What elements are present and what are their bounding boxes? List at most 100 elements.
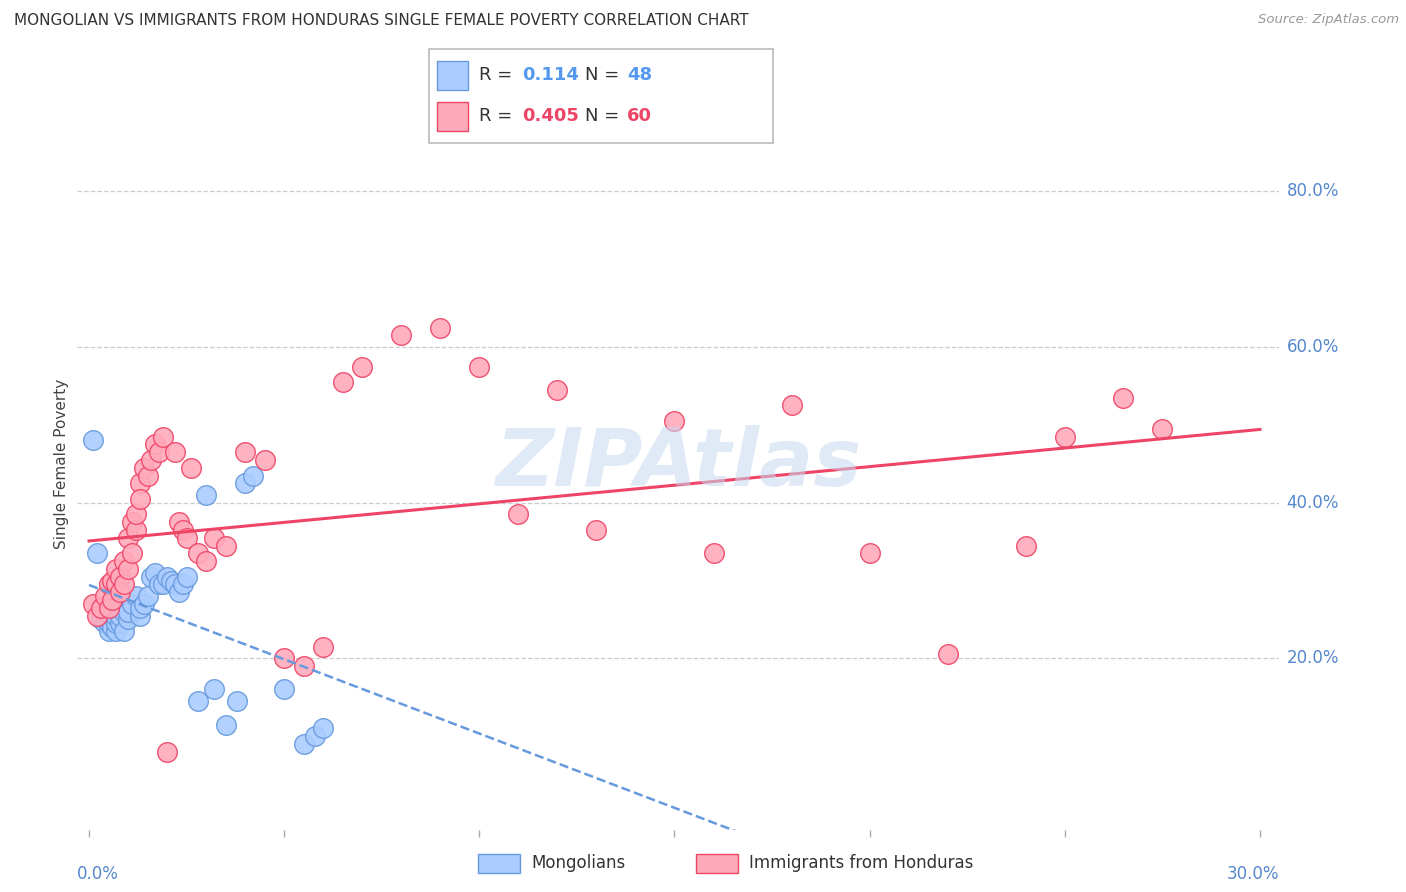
- Text: 60.0%: 60.0%: [1286, 338, 1339, 356]
- Point: [226, 694, 249, 708]
- Point: [112, 577, 135, 591]
- Point: [117, 531, 139, 545]
- Point: [253, 453, 276, 467]
- Text: 30.0%: 30.0%: [1227, 865, 1279, 883]
- Point: [352, 359, 374, 374]
- Point: [117, 562, 139, 576]
- Text: Mongolians: Mongolians: [531, 855, 626, 872]
- Point: [90, 612, 112, 626]
- Point: [156, 745, 179, 759]
- Point: [508, 508, 530, 522]
- Point: [468, 359, 491, 374]
- Point: [332, 375, 354, 389]
- Point: [82, 597, 104, 611]
- Point: [105, 608, 128, 623]
- Point: [112, 605, 135, 619]
- Point: [117, 605, 139, 619]
- Point: [105, 562, 128, 576]
- Point: [195, 554, 218, 568]
- Point: [242, 468, 264, 483]
- Point: [202, 531, 225, 545]
- Point: [145, 566, 167, 580]
- Point: [97, 612, 120, 626]
- Point: [176, 569, 198, 583]
- Point: [86, 608, 108, 623]
- Point: [121, 597, 143, 611]
- Point: [156, 569, 179, 583]
- Point: [125, 523, 148, 537]
- Point: [97, 624, 120, 639]
- Point: [145, 437, 167, 451]
- Point: [101, 608, 124, 623]
- Point: [148, 577, 170, 591]
- Text: 40.0%: 40.0%: [1286, 494, 1339, 512]
- Point: [112, 624, 135, 639]
- Point: [101, 593, 124, 607]
- Point: [136, 589, 159, 603]
- Point: [273, 682, 295, 697]
- Point: [312, 722, 335, 736]
- Point: [936, 648, 959, 662]
- Point: [128, 600, 150, 615]
- Point: [664, 414, 686, 428]
- Point: [90, 600, 112, 615]
- Point: [195, 488, 218, 502]
- Point: [105, 624, 128, 639]
- Text: 60: 60: [627, 108, 652, 126]
- Point: [110, 585, 132, 599]
- Text: 48: 48: [627, 66, 652, 84]
- Point: [1112, 391, 1135, 405]
- Point: [121, 515, 143, 529]
- Point: [125, 589, 148, 603]
- Point: [273, 651, 295, 665]
- Text: MONGOLIAN VS IMMIGRANTS FROM HONDURAS SINGLE FEMALE POVERTY CORRELATION CHART: MONGOLIAN VS IMMIGRANTS FROM HONDURAS SI…: [14, 13, 748, 29]
- Point: [233, 476, 256, 491]
- Point: [132, 597, 155, 611]
- Point: [152, 429, 174, 443]
- Point: [110, 608, 132, 623]
- Point: [172, 577, 194, 591]
- Point: [187, 546, 209, 560]
- Point: [292, 659, 315, 673]
- Point: [233, 445, 256, 459]
- Point: [292, 737, 315, 751]
- Point: [859, 546, 882, 560]
- Text: 0.405: 0.405: [522, 108, 578, 126]
- Point: [93, 616, 115, 631]
- Point: [1053, 429, 1076, 443]
- Point: [110, 569, 132, 583]
- Point: [160, 574, 183, 588]
- Point: [136, 468, 159, 483]
- Point: [304, 729, 326, 743]
- Point: [110, 616, 132, 631]
- Text: 80.0%: 80.0%: [1286, 183, 1339, 201]
- Text: 0.0%: 0.0%: [77, 865, 120, 883]
- Point: [429, 320, 451, 334]
- Point: [90, 608, 112, 623]
- Point: [101, 605, 124, 619]
- Point: [82, 434, 104, 448]
- Point: [112, 554, 135, 568]
- Point: [125, 508, 148, 522]
- Point: [86, 546, 108, 560]
- Point: [389, 328, 412, 343]
- Point: [312, 640, 335, 654]
- Text: 20.0%: 20.0%: [1286, 649, 1339, 667]
- Point: [93, 605, 115, 619]
- Point: [97, 616, 120, 631]
- Point: [101, 574, 124, 588]
- Point: [702, 546, 724, 560]
- Text: R =: R =: [479, 66, 519, 84]
- Point: [167, 515, 190, 529]
- Text: 0.114: 0.114: [522, 66, 578, 84]
- Text: R =: R =: [479, 108, 519, 126]
- Point: [1152, 422, 1174, 436]
- Point: [546, 383, 568, 397]
- Point: [93, 589, 115, 603]
- Point: [176, 531, 198, 545]
- Point: [172, 523, 194, 537]
- Point: [585, 523, 607, 537]
- Point: [214, 717, 236, 731]
- Point: [101, 620, 124, 634]
- Point: [780, 399, 803, 413]
